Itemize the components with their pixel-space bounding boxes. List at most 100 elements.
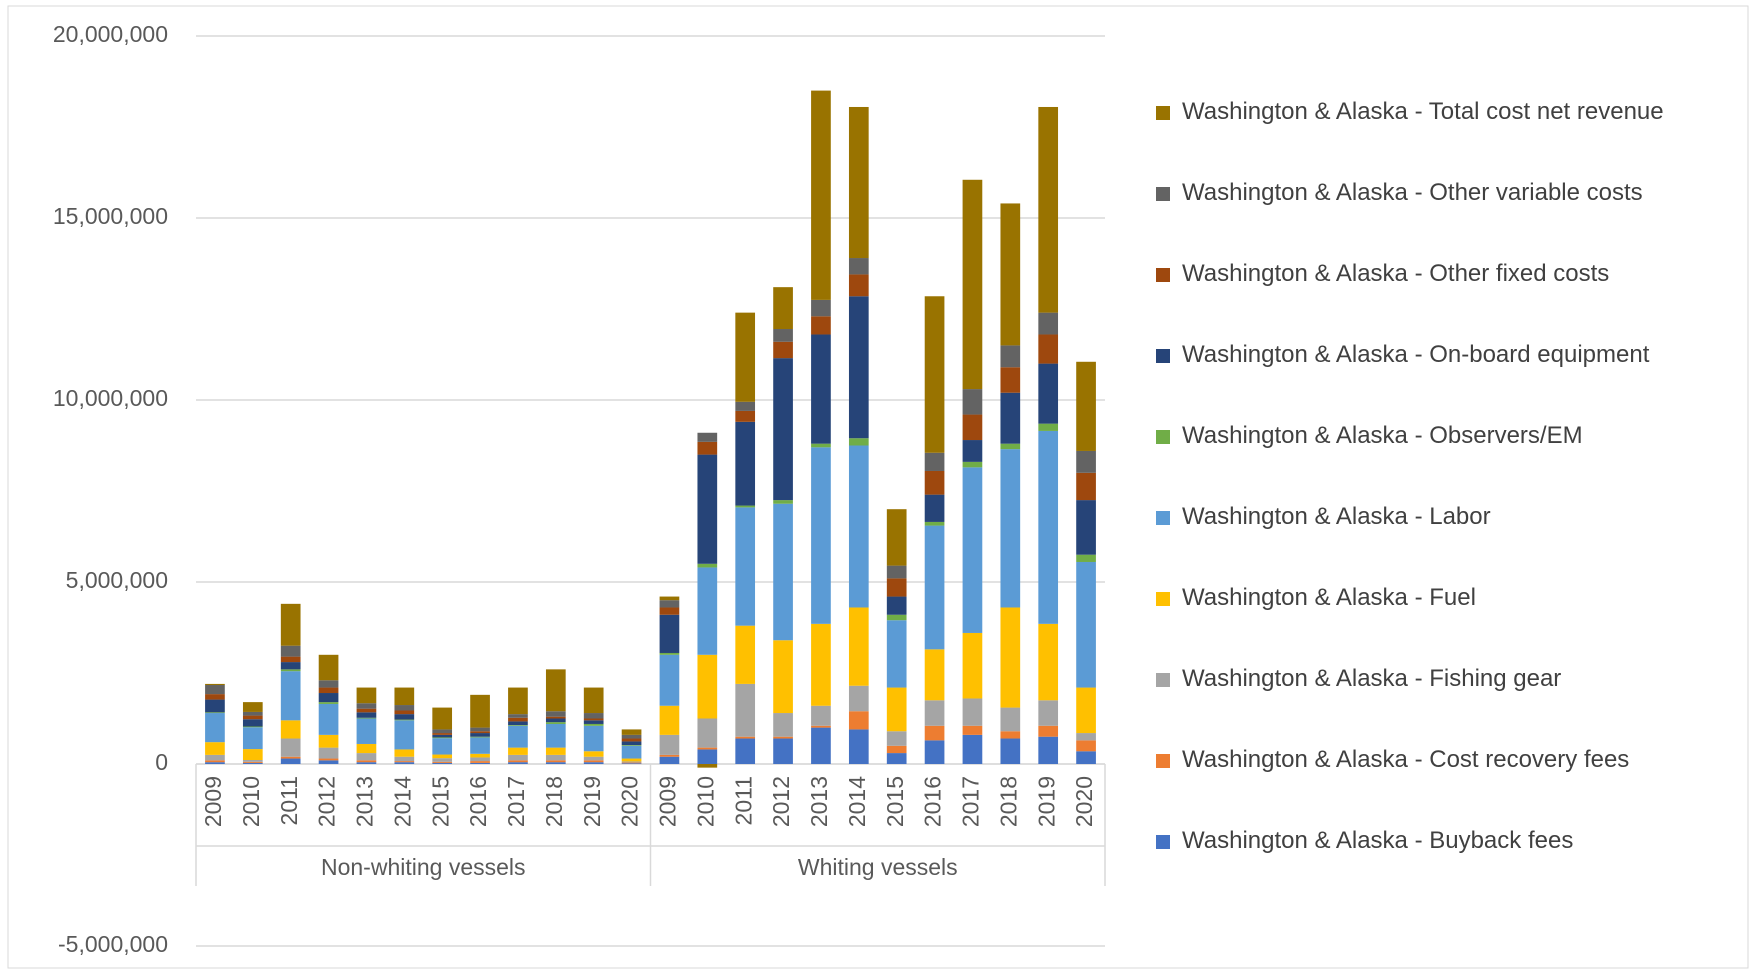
bar-segment: [1076, 361, 1096, 451]
y-tick-label: 10,000,000: [53, 385, 168, 411]
bar-segment: [470, 727, 490, 732]
legend-item: Washington & Alaska - Fuel: [1156, 582, 1736, 663]
bar-segment: [280, 720, 301, 739]
bar-segment: [242, 715, 263, 720]
x-tick-label: 2010: [238, 776, 264, 827]
legend-swatch: [1156, 349, 1170, 363]
bar-segment: [205, 712, 225, 714]
bar-segment: [508, 762, 528, 764]
bar-segment: [318, 703, 339, 735]
bar-segment: [924, 470, 945, 495]
bar-segment: [924, 725, 945, 741]
bar-segment: [508, 714, 528, 718]
bar-segment: [697, 441, 718, 455]
legend-label: Washington & Alaska - Total cost net rev…: [1182, 98, 1664, 125]
bar-segment: [318, 693, 339, 703]
bar-segment: [242, 749, 263, 760]
bar-segment: [1000, 367, 1021, 393]
y-tick-label: -5,000,000: [58, 931, 168, 957]
bar-segment: [242, 719, 263, 727]
x-tick-label: 2009: [200, 776, 226, 827]
bar-segment: [924, 525, 945, 650]
bar-segment: [1000, 738, 1021, 764]
bar-segment: [924, 649, 945, 701]
bar-segment: [962, 467, 983, 633]
bar-segment: [508, 747, 528, 755]
bar-segment: [1038, 623, 1059, 701]
bar-segment: [394, 756, 415, 762]
bar-segment: [962, 440, 983, 462]
bar-segment: [886, 753, 907, 764]
bar-segment: [697, 563, 718, 568]
x-tick-label: 2011: [730, 776, 756, 825]
bar-segment: [1000, 443, 1021, 450]
bar-segment: [735, 421, 756, 506]
x-tick-label: 2010: [692, 776, 718, 827]
bar-segment: [205, 742, 225, 755]
bar-segment: [1076, 740, 1096, 752]
bar-segment: [280, 669, 301, 672]
bar-segment: [545, 723, 566, 748]
bar-segment: [205, 683, 225, 686]
x-tick-label: 2014: [844, 776, 870, 827]
bar-segment: [508, 754, 528, 761]
bar-segment: [1076, 450, 1096, 473]
legend-item: Washington & Alaska - Buyback fees: [1156, 825, 1736, 906]
bar-segment: [545, 762, 566, 764]
bar-segment: [697, 749, 718, 764]
chart-border: [7, 5, 1749, 969]
bar-segment: [508, 687, 528, 715]
bar-segment: [280, 738, 301, 757]
legend-label: Washington & Alaska - Observers/EM: [1182, 422, 1583, 449]
legend-item: Washington & Alaska - Observers/EM: [1156, 420, 1736, 501]
legend-label: Washington & Alaska - Cost recovery fees: [1182, 746, 1630, 773]
bar-segment: [773, 358, 793, 501]
bar-segment: [621, 745, 642, 759]
bar-segment: [773, 329, 793, 342]
bar-segment: [508, 725, 528, 748]
bar-segment: [583, 687, 604, 714]
bar-segment: [242, 711, 263, 716]
bar-segment: [508, 760, 528, 763]
bar-segment: [886, 687, 907, 732]
bar-segment: [659, 705, 680, 735]
bar-segment: [583, 756, 604, 761]
bar-segment: [356, 712, 377, 718]
bar-segment: [583, 720, 604, 724]
bar-segment: [242, 759, 263, 762]
bar-segment: [773, 736, 793, 739]
bar-segment: [545, 718, 566, 723]
bar-segment: [318, 747, 339, 759]
legend-swatch: [1156, 268, 1170, 282]
bar-segment: [432, 761, 453, 763]
bar-segment: [205, 685, 225, 695]
bar-segment: [735, 736, 756, 739]
bar-segment: [811, 725, 831, 728]
bar-segment: [735, 410, 756, 422]
legend-swatch: [1156, 835, 1170, 849]
bar-segment: [962, 734, 983, 764]
bar-segment: [621, 729, 642, 735]
bar-segment: [1000, 449, 1021, 608]
x-tick-label: 2018: [995, 776, 1021, 827]
bar-segment: [848, 607, 869, 686]
x-tick-label: 2015: [882, 776, 908, 827]
bar-segment: [356, 703, 377, 709]
bar-segment: [583, 762, 604, 764]
bar-segment: [583, 760, 604, 763]
bar-segment: [697, 432, 718, 442]
x-tick-label: 2020: [617, 776, 643, 827]
bar-segment: [697, 654, 718, 719]
bar-segment: [432, 758, 453, 762]
y-tick-label: 5,000,000: [66, 567, 168, 593]
bar-segment: [205, 699, 225, 713]
bar-segment: [962, 698, 983, 726]
bar-segment: [697, 567, 718, 655]
bar-segment: [470, 737, 490, 754]
bar-segment: [621, 758, 642, 762]
x-tick-label: 2015: [427, 776, 453, 827]
bar-segment: [621, 761, 642, 763]
bar-segment: [432, 754, 453, 759]
bar-segment: [583, 713, 604, 719]
bar-segment: [962, 389, 983, 415]
